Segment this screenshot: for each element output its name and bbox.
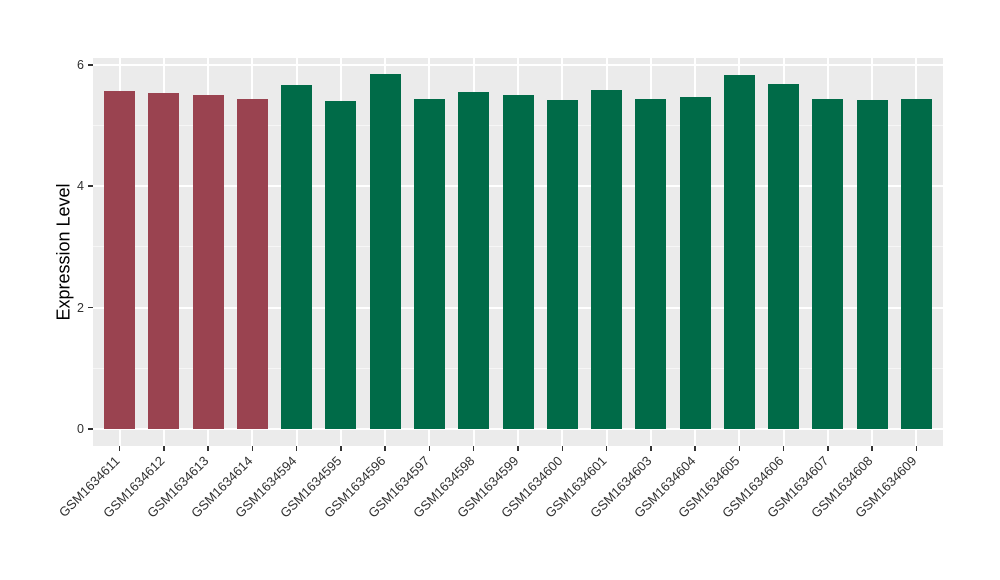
bar-GSM1634601	[591, 90, 623, 429]
x-tick-label: GSM1634596	[321, 453, 389, 521]
y-axis-title: Expression Level	[53, 183, 74, 321]
x-tick-mark	[163, 446, 165, 451]
x-tick-mark	[871, 446, 873, 451]
bar-GSM1634599	[502, 95, 534, 429]
x-tick-mark	[472, 446, 475, 451]
bar-GSM1634614	[236, 99, 268, 429]
x-tick-label: GSM1634601	[542, 453, 610, 521]
bar-GSM1634613	[192, 94, 224, 429]
x-tick-mark	[207, 446, 209, 451]
x-tick-label: GSM1634605	[675, 453, 743, 521]
bar-GSM1634598	[458, 92, 490, 429]
x-tick-label: GSM1634609	[852, 453, 920, 521]
y-tick-label: 6	[77, 57, 84, 72]
bar-GSM1634605	[723, 74, 755, 429]
x-tick-mark	[738, 446, 741, 451]
x-tick-label: GSM1634608	[808, 453, 876, 521]
bar-GSM1634594	[281, 84, 313, 429]
bar-GSM1634595	[325, 100, 357, 429]
bar-GSM1634606	[768, 84, 800, 429]
x-tick-label: GSM1634611	[56, 453, 123, 520]
x-tick-label: GSM1634599	[453, 453, 522, 521]
bar-GSM1634603	[635, 98, 667, 429]
x-tick-label: GSM1634613	[144, 453, 212, 521]
x-tick-mark	[384, 446, 386, 451]
x-tick-mark	[782, 446, 785, 451]
x-tick-mark	[650, 446, 652, 451]
x-tick-label: GSM1634594	[232, 453, 300, 521]
bar-GSM1634612	[148, 93, 180, 429]
x-tick-mark	[340, 446, 342, 451]
x-tick-mark	[694, 446, 696, 451]
x-tick-label: GSM1634604	[631, 453, 699, 521]
plot-panel	[93, 58, 943, 446]
x-tick-label: GSM1634614	[188, 453, 256, 521]
bar-GSM1634609	[900, 98, 932, 429]
x-tick-mark	[118, 446, 121, 451]
x-tick-mark	[827, 446, 829, 451]
x-tick-mark	[251, 446, 254, 451]
x-tick-mark	[428, 446, 431, 451]
x-tick-mark	[295, 446, 298, 451]
x-tick-label: GSM1634600	[498, 453, 566, 521]
x-tick-mark	[517, 446, 519, 451]
x-tick-mark	[561, 446, 564, 451]
x-tick-mark	[915, 446, 918, 451]
bar-GSM1634597	[413, 99, 445, 429]
x-tick-label: GSM1634595	[276, 453, 345, 521]
x-tick-label: GSM1634607	[763, 453, 832, 521]
x-tick-label: GSM1634612	[99, 453, 168, 521]
x-tick-mark	[605, 446, 608, 451]
x-tick-label: GSM1634597	[365, 453, 433, 521]
x-tick-label: GSM1634606	[719, 453, 787, 521]
y-tick-label: 0	[77, 422, 84, 436]
bar-GSM1634600	[546, 100, 578, 429]
bar-GSM1634607	[812, 99, 844, 429]
bar-GSM1634608	[856, 100, 888, 429]
bar-GSM1634611	[104, 90, 136, 429]
x-tick-label: GSM1634598	[409, 453, 478, 521]
bar-GSM1634604	[679, 96, 711, 429]
bar-GSM1634596	[369, 73, 401, 429]
x-tick-label: GSM1634603	[586, 453, 655, 521]
